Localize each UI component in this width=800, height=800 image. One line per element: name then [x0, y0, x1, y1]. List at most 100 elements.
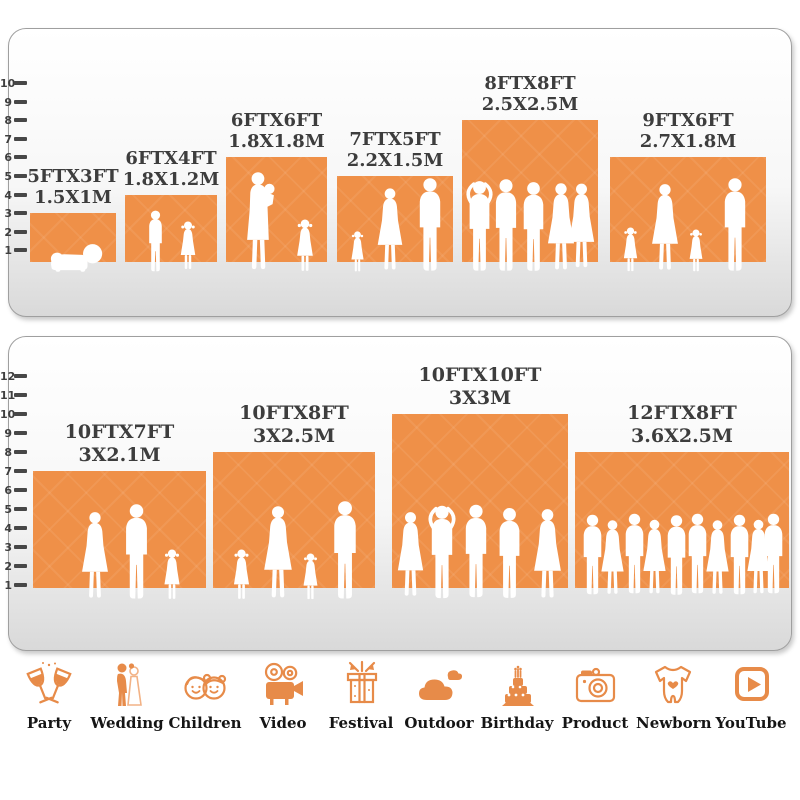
category-row: Party Wedding Children: [12, 660, 788, 732]
people-silhouettes-family-three: [82, 504, 180, 599]
wedding-couple-icon: [117, 663, 142, 706]
ruler-tick-mark: [14, 469, 27, 473]
ruler-tick-label: 7: [4, 132, 12, 146]
ruler-tick: 7: [0, 464, 28, 478]
ruler-tick-mark: [14, 564, 27, 568]
people-silhouettes-crowd: [583, 513, 783, 595]
ruler-tick-label: 4: [4, 521, 12, 535]
ruler-tick-label: 5: [4, 502, 12, 516]
ruler-tick-mark: [14, 174, 27, 178]
ruler-tick: 1: [0, 243, 28, 257]
backdrop-size-label: 7FTX5FT 2.2X1.5M: [346, 128, 444, 171]
gift-box-icon: [346, 660, 378, 704]
baby-onesie-icon: [654, 665, 692, 704]
ruler-tick-label: 6: [4, 150, 12, 164]
ruler-tick-mark: [14, 100, 27, 104]
ruler-tick-label: 1: [4, 243, 12, 257]
ruler-tick-label: 7: [4, 464, 12, 478]
ruler-tick-mark: [14, 393, 27, 397]
ruler-tick-mark: [14, 118, 27, 122]
children-faces-icon: [184, 673, 227, 700]
people-silhouettes-group-five: [397, 504, 561, 600]
ruler-tick-mark: [14, 137, 27, 141]
ruler-tick-mark: [14, 155, 27, 159]
birthday-cake-icon: [502, 665, 534, 706]
category-youtube: YouTube: [714, 660, 788, 732]
ruler-tick-label: 11: [0, 388, 16, 402]
ruler-tick-label: 2: [4, 225, 12, 239]
category-video: Video: [246, 660, 320, 732]
backdrop-6x6: 6FTX6FT 1.8X1.8M: [226, 110, 327, 262]
people-silhouettes-family-three: [351, 178, 441, 272]
backdrop-6x4: 6FTX4FT 1.8X1.2M: [123, 148, 219, 262]
category-label: Party: [26, 714, 72, 732]
people-silhouettes-baby: [50, 244, 103, 272]
ruler-tick: 10: [0, 76, 28, 90]
ruler-tick: 1: [0, 578, 28, 592]
category-newborn: Newborn: [636, 660, 711, 732]
category-festival: Festival: [324, 660, 398, 732]
category-label: Product: [561, 714, 629, 732]
ruler-tick-label: 8: [4, 113, 12, 127]
ruler-tick-mark: [14, 248, 27, 252]
ruler-tick-label: 5: [4, 169, 12, 183]
ruler-tick-mark: [14, 211, 27, 215]
backdrop-size-label: 6FTX6FT 1.8X1.8M: [228, 109, 325, 152]
category-product: Product: [558, 660, 632, 732]
category-outdoor: Outdoor: [402, 660, 476, 732]
people-silhouettes-group-five: [466, 179, 595, 273]
ruler-tick: 8: [0, 113, 28, 127]
ruler-tick: 10: [0, 407, 28, 421]
ruler-tick-label: 12: [0, 369, 16, 383]
photo-camera-icon: [575, 667, 616, 703]
ruler-tick-mark: [14, 193, 27, 197]
ruler-tick-label: 9: [4, 426, 12, 440]
ruler-tick: 2: [0, 559, 28, 573]
ruler-tick-label: 9: [4, 95, 12, 109]
ruler-tick: 7: [0, 132, 28, 146]
ruler-tick: 2: [0, 225, 28, 239]
category-party: Party: [12, 660, 86, 732]
category-label: YouTube: [715, 714, 787, 732]
people-silhouettes-mother-child: [247, 172, 313, 271]
ruler-tick: 5: [0, 169, 28, 183]
ruler-tick-mark: [14, 545, 27, 549]
ruler-tick: 12: [0, 369, 28, 383]
backdrop-size-label: 6FTX4FT 1.8X1.2M: [122, 147, 220, 190]
ruler-tick-mark: [14, 374, 27, 378]
ruler-tick: 11: [0, 388, 28, 402]
ruler-tick: 9: [0, 95, 28, 109]
ruler-tick-label: 3: [4, 206, 12, 220]
category-label: Festival: [328, 714, 394, 732]
ruler-tick-mark: [14, 431, 27, 435]
ruler-tick-label: 6: [4, 483, 12, 497]
backdrop-size-label: 12FTX8FT 3.6X2.5M: [627, 402, 737, 447]
backdrop-size-label: 10FTX10FT 3X3M: [418, 364, 542, 409]
ruler-tick-label: 10: [0, 76, 16, 90]
ruler-tick-label: 3: [4, 540, 12, 554]
backdrop-size-label: 9FTX6FT 2.7X1.8M: [639, 109, 737, 152]
backdrop-size-label: 10FTX8FT 3X2.5M: [239, 402, 349, 447]
ruler-tick: 3: [0, 540, 28, 554]
category-children: Children: [168, 660, 242, 732]
backdrop-size-label: 5FTX3FT 1.5X1M: [27, 165, 119, 208]
ruler-tick-mark: [14, 81, 27, 85]
ruler-tick: 8: [0, 445, 28, 459]
category-wedding: Wedding: [90, 660, 164, 732]
ruler-tick: 6: [0, 150, 28, 164]
clouds-icon: [419, 670, 462, 700]
ruler-tick-label: 10: [0, 407, 16, 421]
backdrop-size-label: 8FTX8FT 2.5X2.5M: [481, 72, 579, 115]
people-silhouettes-family-four: [623, 178, 746, 272]
ruler-tick: 5: [0, 502, 28, 516]
ruler-tick-mark: [14, 450, 27, 454]
category-label: Birthday: [480, 714, 554, 732]
ruler-tick-mark: [14, 488, 27, 492]
ruler-tick-mark: [14, 230, 27, 234]
ruler-tick-label: 1: [4, 578, 12, 592]
movie-camera-icon: [264, 662, 303, 705]
category-label: Video: [259, 714, 307, 732]
category-label: Wedding: [90, 714, 164, 732]
ruler-tick-mark: [14, 412, 27, 416]
ruler-tick-label: 8: [4, 445, 12, 459]
